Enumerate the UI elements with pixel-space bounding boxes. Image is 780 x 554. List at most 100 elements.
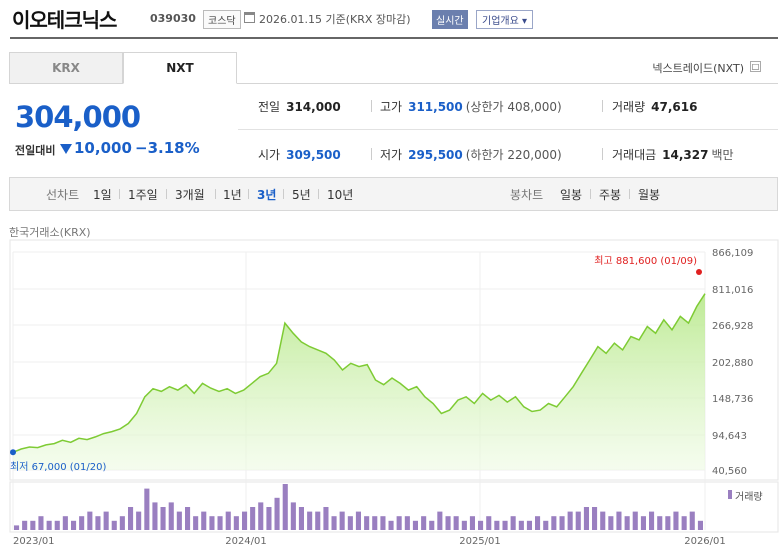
volume-bar bbox=[323, 507, 329, 530]
page-header: 이오테크닉스 039030 코스닥 2026.01.15 기준(KRX 장마감)… bbox=[0, 0, 780, 36]
x-tick-label: 2023/01 bbox=[13, 536, 55, 547]
volume-bar bbox=[583, 507, 589, 530]
base-date: 2026.01.15 기준(KRX 장마감) bbox=[259, 13, 411, 26]
tab-nxt[interactable]: NXT bbox=[123, 52, 237, 84]
volume-bar bbox=[665, 516, 671, 530]
price-area bbox=[13, 293, 705, 470]
volume-bar bbox=[290, 502, 296, 530]
separator bbox=[215, 189, 216, 199]
period-toolbar bbox=[9, 177, 778, 211]
exchange-label: 한국거래소(KRX) bbox=[9, 226, 91, 239]
volume-bar bbox=[217, 516, 223, 530]
volume-bar bbox=[274, 497, 280, 530]
volume-bar bbox=[575, 511, 581, 530]
y-tick-label: 94,643 bbox=[712, 431, 747, 442]
divider bbox=[602, 148, 603, 160]
change-value: 10,000 bbox=[74, 139, 132, 157]
line-chart-label: 선차트 bbox=[46, 188, 80, 202]
volume-bar bbox=[347, 516, 353, 530]
volume-bar bbox=[79, 516, 85, 530]
separator bbox=[248, 189, 249, 199]
candle-daily[interactable]: 일봉 bbox=[560, 188, 583, 202]
volume-bar bbox=[331, 516, 337, 530]
volume-bar bbox=[657, 516, 663, 530]
y-tick-label: 866,109 bbox=[712, 248, 753, 259]
period-3y[interactable]: 3년 bbox=[257, 188, 277, 202]
volume-bar bbox=[461, 520, 467, 530]
y-tick-label: 266,928 bbox=[712, 321, 753, 332]
volume-bar bbox=[193, 516, 199, 530]
volume-bar bbox=[526, 520, 532, 530]
volume-bar bbox=[681, 516, 687, 530]
change-rate: −3.18% bbox=[135, 139, 200, 157]
calendar-icon bbox=[244, 12, 255, 23]
volume-bar bbox=[168, 502, 174, 530]
volume-bar bbox=[421, 516, 427, 530]
volume-bar bbox=[242, 511, 248, 530]
volume-legend-swatch bbox=[728, 490, 732, 499]
volume-bar bbox=[258, 502, 264, 530]
period-10y[interactable]: 10년 bbox=[327, 188, 354, 202]
y-tick-label: 202,880 bbox=[712, 358, 753, 369]
volume-bar bbox=[640, 516, 646, 530]
volume-bar bbox=[201, 511, 207, 530]
volume-bar bbox=[478, 520, 484, 530]
volume-bar bbox=[445, 516, 451, 530]
price-plot-frame bbox=[9, 239, 779, 481]
down-arrow-icon bbox=[60, 144, 72, 154]
volume-bar bbox=[62, 516, 68, 530]
period-5y[interactable]: 5년 bbox=[292, 188, 311, 202]
header-divider bbox=[10, 37, 778, 39]
volume-bar bbox=[250, 507, 256, 530]
volume-bar bbox=[282, 484, 288, 530]
period-1d[interactable]: 1일 bbox=[93, 188, 112, 202]
volume-bar bbox=[649, 511, 655, 530]
volume-bar bbox=[673, 511, 679, 530]
volume-bar bbox=[136, 511, 142, 530]
volume-bar bbox=[119, 516, 125, 530]
volume-bar bbox=[404, 516, 410, 530]
change-label: 전일대비 bbox=[15, 144, 56, 157]
price-chart[interactable]: 866,109 811,016 266,928 202,880 148,736 94,64… bbox=[0, 238, 780, 554]
info-icon[interactable]: □ bbox=[750, 61, 761, 72]
max-label: 최고 881,600 (01/09) bbox=[594, 255, 697, 267]
volume-bar bbox=[592, 507, 598, 530]
volume-bar bbox=[412, 520, 418, 530]
volume-bar bbox=[600, 511, 606, 530]
candle-weekly[interactable]: 주봉 bbox=[599, 188, 622, 202]
volume-bar bbox=[87, 511, 93, 530]
period-3m[interactable]: 3개월 bbox=[175, 188, 205, 202]
nxt-link[interactable]: 넥스트레이드(NXT) bbox=[652, 62, 744, 75]
market-badge: 코스닥 bbox=[203, 10, 241, 29]
volume-bar bbox=[689, 511, 695, 530]
volume-bar bbox=[494, 520, 500, 530]
volume-bar bbox=[632, 511, 638, 530]
volume-bar bbox=[616, 511, 622, 530]
volume-bar bbox=[697, 520, 703, 530]
separator bbox=[318, 189, 319, 199]
corp-info-dropdown[interactable]: 기업개요 ▾ bbox=[476, 10, 533, 29]
volume-bar bbox=[364, 516, 370, 530]
realtime-button[interactable]: 실시간 bbox=[432, 10, 468, 29]
tab-krx[interactable]: KRX bbox=[9, 52, 123, 84]
volume-bar bbox=[315, 511, 321, 530]
period-1y[interactable]: 1년 bbox=[223, 188, 242, 202]
candle-monthly[interactable]: 월봉 bbox=[638, 188, 661, 202]
volume-bar bbox=[54, 520, 60, 530]
current-price: 304,000 bbox=[15, 100, 141, 134]
volume-bar bbox=[111, 520, 117, 530]
x-tick-label: 2024/01 bbox=[225, 536, 267, 547]
separator bbox=[119, 189, 120, 199]
candle-chart-label: 봉차트 bbox=[510, 188, 544, 202]
y-tick-label: 148,736 bbox=[712, 394, 753, 405]
stock-code: 039030 bbox=[150, 12, 196, 25]
volume-bar bbox=[14, 525, 20, 530]
period-1w[interactable]: 1주일 bbox=[128, 188, 158, 202]
volume-bar bbox=[372, 516, 378, 530]
volume-bar bbox=[429, 520, 435, 530]
volume-bar bbox=[144, 488, 150, 530]
volume-bar bbox=[103, 511, 109, 530]
volume-bar bbox=[608, 516, 614, 530]
volume-bar bbox=[453, 516, 459, 530]
volume-bar bbox=[437, 511, 443, 530]
